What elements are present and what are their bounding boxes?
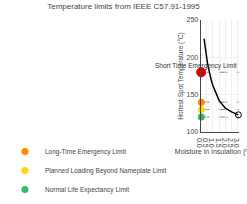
svg-text:2.0: 2.0: [221, 138, 228, 148]
svg-text:250: 250: [186, 16, 198, 23]
svg-text:Planned Loading Beyond Namepla: Planned Loading Beyond Nameplate Limit: [45, 167, 167, 175]
svg-text:200: 200: [186, 54, 198, 61]
svg-text:Temperature limits from IEEE C: Temperature limits from IEEE C57.91-1995: [47, 2, 200, 11]
svg-text:0.0: 0.0: [196, 138, 203, 148]
svg-text:Moisture in Insulation (% wt): Moisture in Insulation (% wt): [175, 148, 247, 156]
svg-text:3.0: 3.0: [233, 138, 240, 148]
svg-text:0.5: 0.5: [202, 138, 209, 148]
svg-text:1.5: 1.5: [215, 138, 222, 148]
svg-text:2.5: 2.5: [227, 138, 234, 148]
svg-text:150: 150: [186, 91, 198, 98]
svg-text:1.0: 1.0: [208, 138, 215, 148]
svg-text:100: 100: [186, 128, 198, 135]
svg-text:Short Time Emergency Limit: Short Time Emergency Limit: [155, 62, 237, 70]
svg-text:Hottest Spot Temperature (°C): Hottest Spot Temperature (°C): [177, 32, 185, 119]
svg-text:Normal Life Expectancy Limit: Normal Life Expectancy Limit: [45, 186, 129, 194]
svg-text:Long-Time Emergency Limit: Long-Time Emergency Limit: [45, 148, 126, 156]
